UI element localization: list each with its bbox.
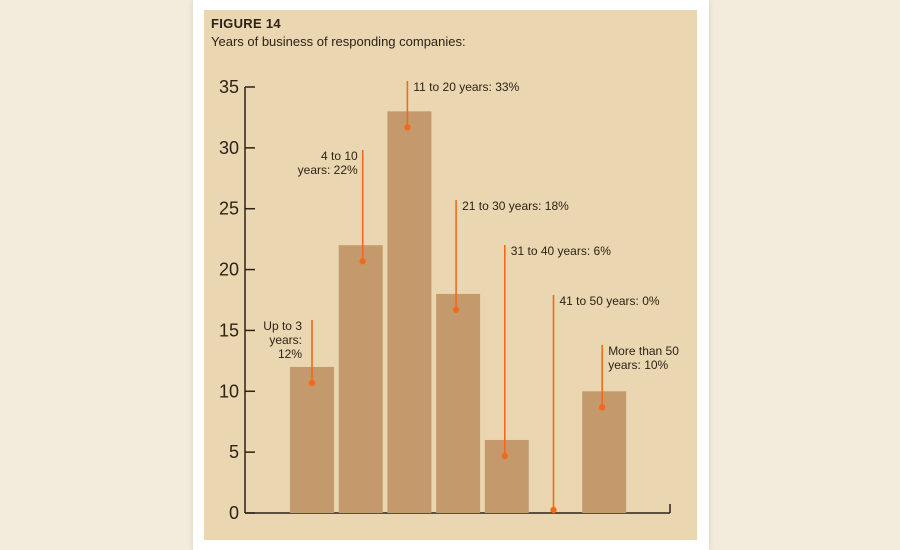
annotation-line: 4 to 10 bbox=[321, 149, 358, 163]
y-tick-label-20: 20 bbox=[219, 260, 239, 280]
leader-dot-6 bbox=[599, 404, 606, 411]
bar-0 bbox=[290, 366, 334, 513]
y-tick-label-0: 0 bbox=[229, 503, 239, 523]
annotation-line: 12% bbox=[278, 347, 302, 361]
leader-dot-4 bbox=[501, 452, 508, 460]
bar-6 bbox=[582, 391, 627, 513]
y-tick-label-35: 35 bbox=[219, 77, 239, 97]
annotation-4: 31 to 40 years: 6% bbox=[511, 244, 611, 258]
annotation-0: Up to 3 years: 12% bbox=[263, 319, 302, 361]
annotation-line: years: 22% bbox=[298, 163, 358, 177]
bar-2 bbox=[387, 111, 432, 513]
y-tick-label-10: 10 bbox=[219, 381, 239, 401]
annotation-3: 21 to 30 years: 18% bbox=[462, 199, 569, 213]
annotation-line: 31 to 40 years: 6% bbox=[511, 244, 611, 258]
leader-dot-1 bbox=[359, 258, 366, 265]
annotation-line: More than 50 bbox=[608, 344, 679, 358]
leader-dot-0 bbox=[308, 379, 316, 387]
annotation-1: 4 to 10 years: 22% bbox=[298, 149, 358, 177]
bar-3 bbox=[436, 293, 481, 513]
leader-dot-3 bbox=[452, 306, 460, 314]
figure-label: FIGURE 14 bbox=[211, 16, 281, 31]
leader-dot-5 bbox=[550, 506, 557, 514]
leader-dot-2 bbox=[404, 124, 411, 131]
annotation-line: Up to 3 bbox=[263, 319, 302, 333]
y-tick-label-30: 30 bbox=[219, 138, 239, 158]
annotation-2: 11 to 20 years: 33% bbox=[413, 80, 519, 94]
annotation-line: 41 to 50 years: 0% bbox=[560, 294, 660, 308]
annotation-6: More than 50 years: 10% bbox=[608, 344, 679, 372]
y-tick-label-25: 25 bbox=[219, 199, 239, 219]
annotation-line: 11 to 20 years: 33% bbox=[413, 80, 519, 94]
annotation-5: 41 to 50 years: 0% bbox=[560, 294, 660, 308]
y-tick-label-15: 15 bbox=[219, 320, 239, 340]
annotation-line: years: bbox=[269, 333, 302, 347]
annotation-line: years: 10% bbox=[608, 358, 668, 372]
y-tick-label-5: 5 bbox=[229, 442, 239, 462]
annotation-line: 21 to 30 years: 18% bbox=[462, 199, 569, 213]
bar-1 bbox=[338, 245, 383, 513]
bar-4 bbox=[484, 439, 529, 513]
figure-subtitle: Years of business of responding companie… bbox=[211, 34, 466, 49]
